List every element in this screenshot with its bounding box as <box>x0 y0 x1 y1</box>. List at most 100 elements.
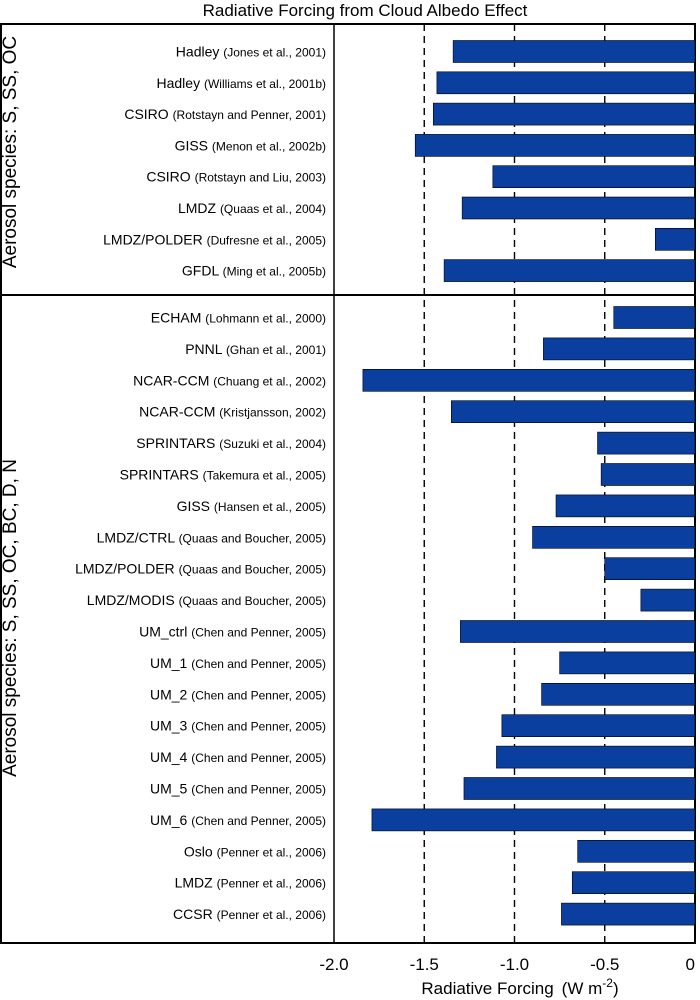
row-label: Hadley (Jones et al., 2001) <box>176 44 326 60</box>
model-name: NCAR-CCM <box>139 404 219 420</box>
model-reference: (Penner et al., 2006) <box>217 877 326 891</box>
row-label: Hadley (Williams et al., 2001b) <box>156 75 326 91</box>
row-label: LMDZ/MODIS (Quaas and Boucher, 2005) <box>87 592 326 608</box>
model-name: LMDZ/POLDER <box>103 231 206 247</box>
bar <box>501 714 696 738</box>
model-name: UM_3 <box>150 718 191 734</box>
model-reference: (Penner et al., 2006) <box>217 908 326 922</box>
model-name: NCAR-CCM <box>133 372 213 388</box>
model-name: LMDZ <box>178 200 220 216</box>
model-name: GISS <box>175 137 212 153</box>
bar <box>362 368 696 392</box>
model-reference: (Quaas and Boucher, 2005) <box>179 563 326 577</box>
row-label: CSIRO (Rotstayn and Penner, 2001) <box>124 106 326 122</box>
row-labels: Hadley (Jones et al., 2001)Hadley (Willi… <box>75 44 326 923</box>
bars-layer <box>362 40 696 926</box>
bar <box>555 494 696 518</box>
model-name: ECHAM <box>151 310 205 326</box>
bar <box>432 102 696 126</box>
model-name: Hadley <box>176 44 223 60</box>
bar <box>492 165 696 188</box>
model-reference: (Dufresne et al., 2005) <box>207 233 326 247</box>
x-axis-label-units: (W m <box>562 979 603 998</box>
row-label: LMDZ (Penner et al., 2006) <box>175 875 326 891</box>
row-label: UM_4 (Chen and Penner, 2005) <box>150 749 326 765</box>
bar <box>640 588 696 612</box>
x-axis-label-units-exponent: -2 <box>602 976 613 990</box>
model-name: UM_ctrl <box>139 624 191 640</box>
row-label: UM_1 (Chen and Penner, 2005) <box>150 655 326 671</box>
model-reference: (Hansen et al., 2005) <box>214 500 326 514</box>
model-reference: (Quaas and Boucher, 2005) <box>179 594 326 608</box>
model-reference: (Chen and Penner, 2005) <box>191 751 326 765</box>
model-reference: (Quaas et al., 2004) <box>220 202 326 216</box>
model-reference: (Chen and Penner, 2005) <box>191 688 326 702</box>
model-name: LMDZ/MODIS <box>87 592 179 608</box>
model-name: LMDZ <box>175 875 217 891</box>
group-labels: Aerosol species: S, SS, OC Aerosol specie… <box>0 36 695 777</box>
model-name: UM_6 <box>150 812 191 828</box>
row-label: LMDZ/POLDER (Dufresne et al., 2005) <box>103 231 326 247</box>
model-reference: (Ghan et al., 2001) <box>226 343 326 357</box>
x-axis-tick-labels: -2.0 -1.5 -1.0 -0.5 0 <box>319 955 695 974</box>
row-label: UM_ctrl (Chen and Penner, 2005) <box>139 624 326 640</box>
model-name: Hadley <box>156 75 203 91</box>
model-name: LMDZ/CTRL <box>97 529 179 545</box>
bar <box>571 871 696 895</box>
row-label: CCSR (Penner et al., 2006) <box>173 906 326 922</box>
row-label: NCAR-CCM (Kristjansson, 2002) <box>139 404 326 420</box>
model-name: PNNL <box>185 341 226 357</box>
row-label: CSIRO (Rotstayn and Liu, 2003) <box>146 169 326 185</box>
bar <box>443 259 696 282</box>
bar <box>543 337 696 361</box>
bar <box>463 777 696 800</box>
model-reference: (Takemura et al., 2005) <box>203 469 326 483</box>
x-tick-label: 0 <box>686 955 695 974</box>
bar <box>600 463 696 486</box>
model-reference: (Williams et al., 2001b) <box>204 77 326 91</box>
row-label: PNNL (Ghan et al., 2001) <box>185 341 326 357</box>
row-label: LMDZ/POLDER (Quaas and Boucher, 2005) <box>75 561 326 577</box>
x-axis-label-units-close: ) <box>613 979 619 998</box>
model-name: UM_2 <box>150 686 191 702</box>
model-name: GISS <box>177 498 214 514</box>
bar <box>460 620 696 643</box>
bar <box>561 902 696 926</box>
bar <box>532 525 696 549</box>
model-name: SPRINTARS <box>120 467 203 483</box>
model-reference: (Chen and Penner, 2005) <box>191 657 326 671</box>
row-label: UM_3 (Chen and Penner, 2005) <box>150 718 326 734</box>
row-label: Oslo (Penner et al., 2006) <box>184 843 326 859</box>
model-name: Oslo <box>184 843 217 859</box>
row-label: UM_2 (Chen and Penner, 2005) <box>150 686 326 702</box>
model-reference: (Rotstayn and Penner, 2001) <box>173 108 326 122</box>
bar <box>496 745 696 769</box>
model-reference: (Jones et al., 2001) <box>223 46 326 60</box>
model-reference: (Rotstayn and Liu, 2003) <box>195 171 326 185</box>
model-reference: (Chen and Penner, 2005) <box>191 626 326 640</box>
model-reference: (Chen and Penner, 2005) <box>191 783 326 797</box>
x-tick-label: -2.0 <box>319 955 348 974</box>
bar <box>451 400 696 424</box>
reference-lines <box>423 24 606 943</box>
x-axis-label-name: Radiative Forcing <box>421 979 553 998</box>
model-name: UM_5 <box>150 781 191 797</box>
row-label: UM_5 (Chen and Penner, 2005) <box>150 781 326 797</box>
group-label: Aerosol species: S, SS, OC, BC, D, N <box>0 459 21 777</box>
bar <box>414 134 696 157</box>
row-label: NCAR-CCM (Chuang et al., 2002) <box>133 372 326 388</box>
row-label: LMDZ/CTRL (Quaas and Boucher, 2005) <box>97 529 326 545</box>
row-label: UM_6 (Chen and Penner, 2005) <box>150 812 326 828</box>
bar <box>541 682 696 706</box>
model-name: UM_1 <box>150 655 191 671</box>
bar <box>436 71 696 95</box>
bar <box>613 306 696 329</box>
bar <box>452 40 696 63</box>
model-reference: (Suzuki et al., 2004) <box>219 437 326 451</box>
model-reference: (Quaas and Boucher, 2005) <box>179 531 326 545</box>
model-name: CCSR <box>173 906 217 922</box>
bar <box>654 228 696 251</box>
model-reference: (Chen and Penner, 2005) <box>191 720 326 734</box>
row-label: SPRINTARS (Takemura et al., 2005) <box>120 467 326 483</box>
x-axis-label: Radiative Forcing (W m-2) <box>421 976 618 998</box>
